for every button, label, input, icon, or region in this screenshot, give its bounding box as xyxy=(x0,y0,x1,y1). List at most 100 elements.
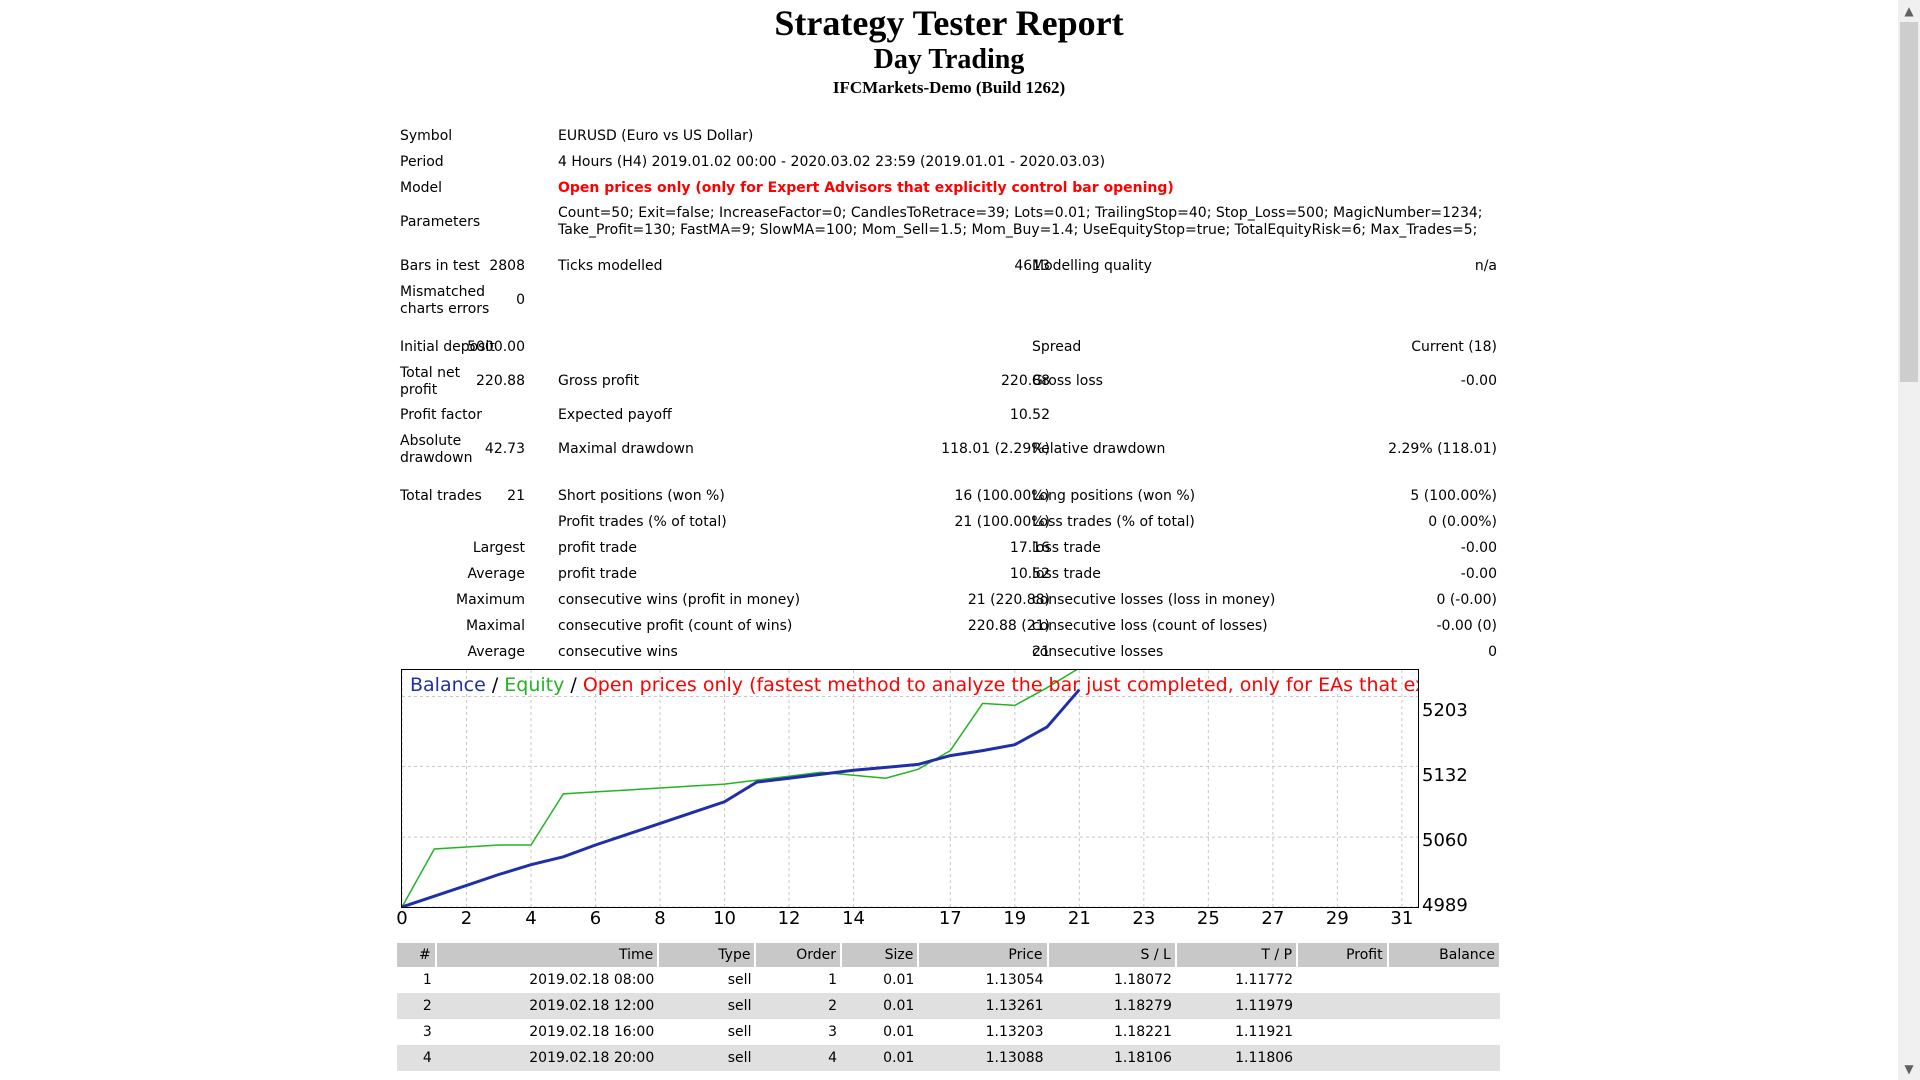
vertical-scrollbar[interactable]: ▲ ▼ xyxy=(1898,0,1920,1080)
x-tick-label: 27 xyxy=(1261,908,1285,929)
trades-header-row: # Time Type Order Size Price S / L T / P… xyxy=(397,943,1502,967)
maxloss-label: consecutive loss (count of losses) xyxy=(1032,618,1268,634)
cell-profit xyxy=(1297,1045,1388,1071)
largest-label: Largest xyxy=(472,540,525,556)
average-loss-value: -0.00 xyxy=(1460,566,1497,582)
scrollbar-thumb[interactable] xyxy=(1900,22,1918,382)
avgwins-label: consecutive wins xyxy=(558,644,678,660)
col-type: Type xyxy=(658,943,757,967)
largest-profit-value: 17.16 xyxy=(1009,540,1050,556)
netprofit-value: 220.88 xyxy=(476,373,525,389)
reldd-label: Relative drawdown xyxy=(1032,441,1166,457)
trade-row: 2 2019.02.18 12:00 sell 2 0.01 1.13261 1.18279… xyxy=(397,993,1500,1019)
legend-separator: / xyxy=(485,674,505,696)
quality-label: Modelling quality xyxy=(1032,258,1152,274)
absdd-label-2: drawdown xyxy=(400,450,473,466)
cell-type: sell xyxy=(727,972,752,988)
scroll-down-arrow-icon[interactable]: ▼ xyxy=(1904,1062,1914,1076)
totaltrades-value: 21 xyxy=(507,488,525,504)
symbol-value: EURUSD (Euro vs US Dollar) xyxy=(558,128,754,144)
col-order: Order xyxy=(755,943,843,967)
absdd-value: 42.73 xyxy=(484,441,525,457)
cell-profit xyxy=(1297,967,1388,993)
cell-sl: 1.18279 xyxy=(1047,993,1176,1019)
cell-time: 2019.02.18 16:00 xyxy=(529,1024,655,1040)
trade-row: 3 2019.02.18 16:00 sell 3 0.01 1.13203 1.18221… xyxy=(397,1019,1500,1045)
col-number: # xyxy=(397,943,437,967)
cell-profit xyxy=(1297,993,1388,1019)
cell-size: 0.01 xyxy=(841,1045,919,1071)
long-label: Long positions (won %) xyxy=(1032,488,1196,504)
balance-line xyxy=(402,688,1081,907)
scroll-up-arrow-icon[interactable]: ▲ xyxy=(1904,4,1914,18)
deposit-label: Initial deposit xyxy=(400,339,495,355)
report-subtitle: Day Trading xyxy=(873,44,1025,75)
cell-price: 1.13054 xyxy=(985,972,1044,988)
model-label: Model xyxy=(400,180,443,196)
maxdd-label: Maximal drawdown xyxy=(558,441,694,457)
cell-number: 1 xyxy=(422,972,432,988)
trades-table: # Time Type Order Size Price S / L T / P… xyxy=(397,943,1502,1071)
spread-value: Current (18) xyxy=(1411,339,1497,355)
absdd-label-1: Absolute xyxy=(400,433,462,449)
short-value: 16 (100.00%) xyxy=(954,488,1050,504)
cell-size: 0.01 xyxy=(883,972,915,988)
maxloss-value: -0.00 (0) xyxy=(1436,618,1497,634)
cell-order: 4 xyxy=(755,1045,842,1071)
col-time: Time xyxy=(435,943,660,967)
x-tick-label: 31 xyxy=(1390,908,1414,929)
grossprofit-label: Gross profit xyxy=(558,373,640,389)
largest-loss-value: -0.00 xyxy=(1460,540,1497,556)
cell-balance xyxy=(1387,1045,1500,1071)
legend-separator: / xyxy=(564,674,583,696)
col-balance: Balance xyxy=(1387,943,1502,967)
losstrades-label: Loss trades (% of total) xyxy=(1032,514,1195,530)
cell-time: 2019.02.18 12:00 xyxy=(435,993,659,1019)
cell-balance xyxy=(1388,967,1500,993)
cell-sl: 1.18221 xyxy=(1113,1024,1172,1040)
chart-plot xyxy=(402,670,1418,907)
parameters-line-2: Take_Profit=130; FastMA=9; SlowMA=100; M… xyxy=(558,222,1478,238)
maxprofit-label: consecutive profit (count of wins) xyxy=(558,618,793,634)
cell-type: sell xyxy=(658,993,756,1019)
chart-lines xyxy=(402,670,1081,907)
model-value: Open prices only (only for Expert Adviso… xyxy=(558,180,1174,196)
average-loss-label: loss trade xyxy=(1032,566,1101,582)
period-label: Period xyxy=(400,154,444,170)
average-profit-value: 10.52 xyxy=(1009,566,1050,582)
long-value: 5 (100.00%) xyxy=(1410,488,1497,504)
quality-value: n/a xyxy=(1474,258,1497,274)
cell-order: 3 xyxy=(828,1024,838,1040)
x-tick-label: 23 xyxy=(1132,908,1156,929)
x-tick-label: 21 xyxy=(1067,908,1091,929)
y-tick-label: 5132 xyxy=(1422,765,1468,786)
maxlosses-value: 0 (-0.00) xyxy=(1436,592,1497,608)
col-price: Price xyxy=(918,943,1049,967)
cell-price: 1.13088 xyxy=(918,1045,1048,1071)
cell-type: sell xyxy=(658,1045,756,1071)
cell-sl: 1.18106 xyxy=(1047,1045,1176,1071)
col-tp: T / P xyxy=(1175,943,1299,967)
col-sl: S / L xyxy=(1047,943,1177,967)
maxwins-label: consecutive wins (profit in money) xyxy=(558,592,801,608)
x-tick-label: 4 xyxy=(525,908,537,929)
avglosses-label: consecutive losses xyxy=(1032,644,1164,660)
average-profit-label: profit trade xyxy=(558,566,637,582)
cell-tp: 1.11806 xyxy=(1175,1045,1298,1071)
mismatch-label-2: charts errors xyxy=(400,301,490,317)
parameters-line-1: Count=50; Exit=false; IncreaseFactor=0; … xyxy=(558,205,1483,221)
maximum-label: Maximum xyxy=(456,592,525,608)
maximal-label: Maximal xyxy=(466,618,525,634)
x-tick-label: 12 xyxy=(777,908,801,929)
bars-label: Bars in test xyxy=(400,258,480,274)
cell-order: 2 xyxy=(755,993,842,1019)
chart-legend: Balance / Equity / Open prices only (fas… xyxy=(410,674,1418,696)
cell-balance xyxy=(1388,1019,1500,1045)
avglosses-value: 0 xyxy=(1488,644,1497,660)
largest-profit-label: profit trade xyxy=(558,540,637,556)
trade-row: 1 2019.02.18 08:00 sell 1 0.01 1.13054 1.18072… xyxy=(397,967,1500,993)
grossloss-value: -0.00 xyxy=(1460,373,1497,389)
cell-time: 2019.02.18 20:00 xyxy=(435,1045,659,1071)
spread-label: Spread xyxy=(1032,339,1082,355)
